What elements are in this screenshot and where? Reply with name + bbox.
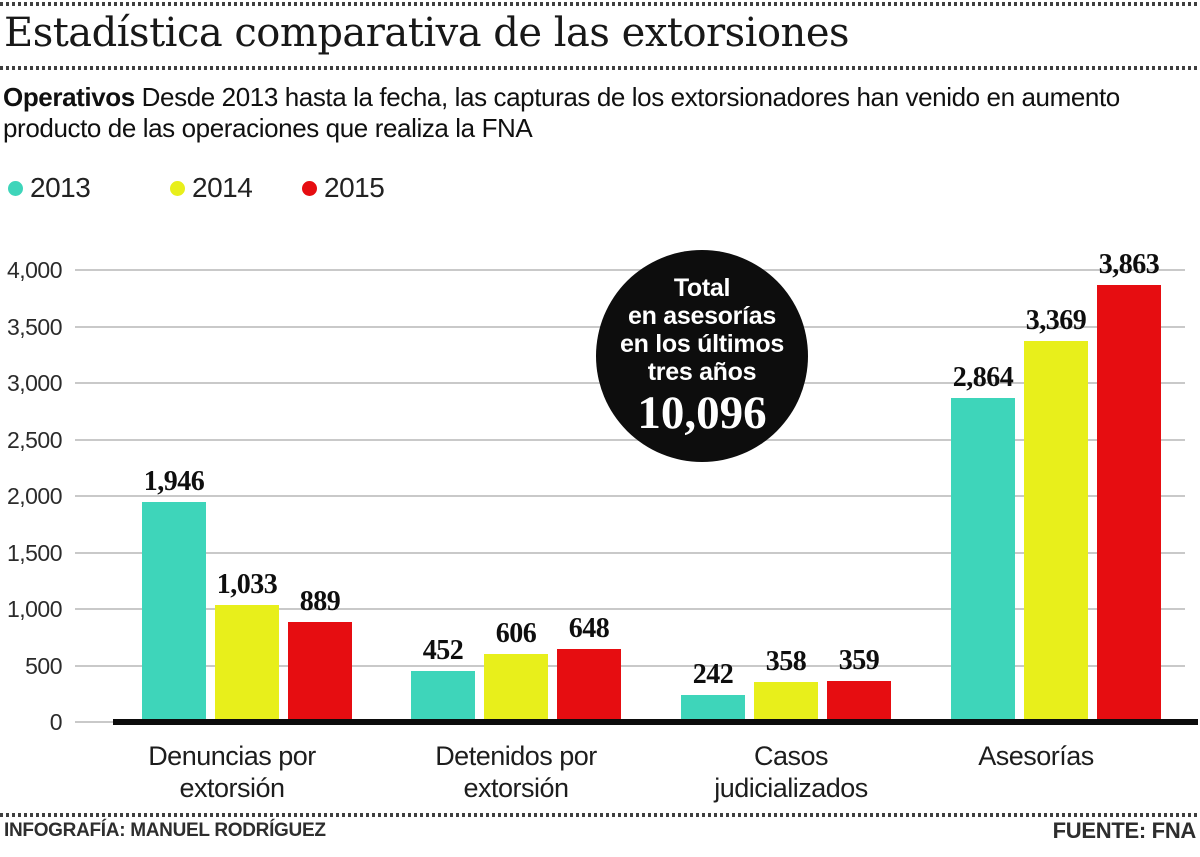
bar-2013 (681, 695, 745, 722)
intro-line1: Desde 2013 hasta la fecha, las capturas … (141, 82, 1121, 112)
intro-line2: producto de las operaciones que realiza … (3, 113, 533, 143)
y-axis-tick-label: 1,500 (6, 539, 63, 566)
y-axis-tick-label: 1,000 (6, 596, 63, 622)
footer-source: FUENTE: FNA (1052, 818, 1197, 843)
bar-value-label: 648 (568, 613, 610, 644)
bar-2013 (411, 671, 475, 722)
callout-line: Total (673, 273, 731, 302)
y-axis-tick-label: 3,000 (6, 370, 63, 396)
legend-item-label: 2015 (324, 172, 385, 203)
bar-2014 (215, 605, 279, 722)
gridline (75, 269, 1185, 271)
category-label: Asesorías (978, 741, 1094, 771)
intro-lead-label: Operativos (3, 82, 135, 112)
y-axis-tick-label: 500 (25, 652, 62, 679)
legend-dot-icon (8, 180, 23, 196)
category-label: Casos judicializados (714, 741, 868, 803)
y-axis-tick-label: 2,500 (6, 426, 63, 453)
bar-2013 (142, 502, 206, 722)
gridline (75, 608, 1185, 610)
bar-value-label: 242 (692, 659, 734, 690)
x-axis-baseline (113, 719, 1198, 725)
bar-value-label: 606 (495, 618, 537, 649)
dotted-rule-top (0, 2, 1200, 6)
bar-2014 (754, 682, 818, 722)
bar-2015 (557, 649, 621, 722)
footer-credit: INFOGRAFÍA: MANUEL RODRÍGUEZ (4, 820, 326, 841)
bar-value-label: 1,033 (216, 569, 278, 600)
bar-value-label: 358 (765, 646, 807, 677)
legend-item: 2014 (170, 172, 253, 204)
bar-2013 (951, 398, 1015, 722)
legend-item-label: 2014 (192, 172, 253, 203)
bar-value-label: 3,369 (1025, 305, 1087, 336)
y-axis-tick-label: 4,000 (6, 257, 63, 283)
legend-item-label: 2013 (30, 172, 91, 203)
y-axis-tick-label: 0 (49, 709, 63, 735)
intro-text: Operativos Desde 2013 hasta la fecha, la… (3, 82, 1198, 144)
bar-value-label: 359 (838, 645, 880, 676)
bar-2014 (484, 654, 548, 722)
chart-legend: 2013 2014 2015 (0, 172, 600, 204)
bar-value-label: 1,946 (143, 466, 205, 497)
callout-line: en los últimos (620, 329, 784, 358)
legend-item: 2015 (302, 172, 385, 204)
bar-value-label: 452 (422, 635, 464, 666)
gridline (75, 664, 1185, 667)
category-label: Denuncias por extorsión (148, 741, 316, 803)
page-title: Estadística comparativa de las extorsion… (4, 10, 850, 56)
category-label: Detenidos por extorsión (435, 741, 597, 803)
dotted-rule-footer (0, 813, 1200, 817)
legend-dot-icon (170, 180, 185, 196)
bar-2015 (1097, 285, 1161, 722)
gridline (75, 438, 1185, 441)
dotted-rule-under-title (0, 66, 1200, 70)
gridline (75, 551, 1185, 554)
bar-2015 (288, 622, 352, 722)
legend-dot-icon (302, 180, 317, 196)
legend-item: 2013 (8, 172, 91, 204)
y-axis-tick-label: 2,000 (6, 483, 63, 509)
callout-line: en asesorías (628, 301, 776, 330)
total-callout: Total en asesorías en los últimos tres a… (596, 250, 808, 462)
bar-2015 (827, 681, 891, 722)
callout-line: tres años (647, 357, 757, 386)
y-axis-tick-label: 3,500 (6, 313, 63, 340)
gridline (75, 495, 1185, 497)
callout-total-value: 10,096 (637, 386, 767, 439)
bar-2014 (1024, 341, 1088, 722)
bar-value-label: 2,864 (952, 362, 1014, 393)
bar-value-label: 3,863 (1098, 249, 1160, 280)
bar-value-label: 889 (299, 586, 341, 617)
